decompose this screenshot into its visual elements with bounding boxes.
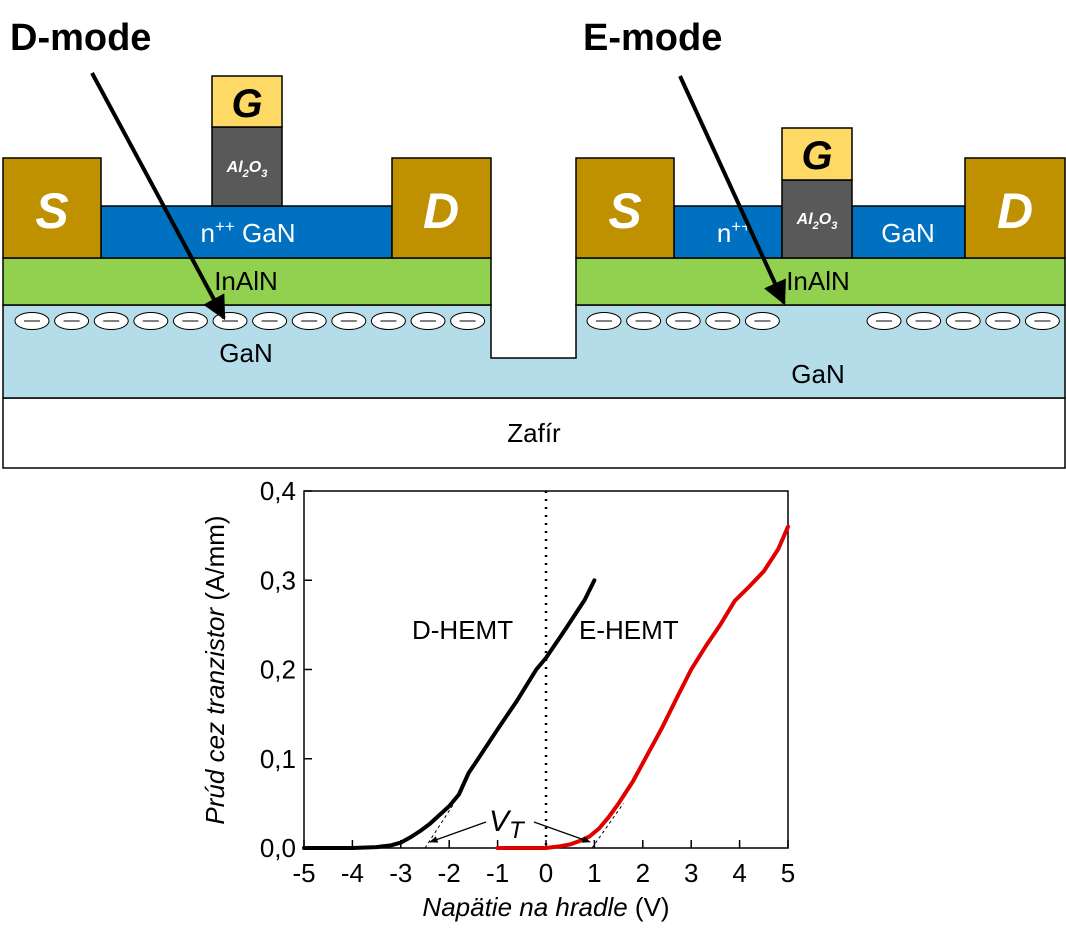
e-gate-metal bbox=[781, 127, 853, 181]
d-gate-label: G bbox=[231, 82, 262, 126]
x-tick-label: 2 bbox=[636, 858, 650, 888]
electron-icon bbox=[586, 312, 622, 330]
electron-icon bbox=[985, 312, 1021, 330]
electron-icon bbox=[866, 312, 902, 330]
e-oxide-label: Al2O3 bbox=[796, 211, 838, 232]
x-axis-title: Napätie na hradle (V) bbox=[422, 892, 669, 922]
e-hemt-curve bbox=[495, 524, 790, 850]
e-gate-label: G bbox=[801, 134, 832, 178]
e-source-contact bbox=[575, 157, 675, 259]
device-cross-section: Zafír InAlN n++ GaN S D Al2O3 G GaN InAl… bbox=[2, 17, 1066, 469]
electron-icon bbox=[252, 312, 288, 330]
e-barrier-layer bbox=[575, 257, 1066, 306]
electron-icon bbox=[54, 312, 90, 330]
x-tick-label: 4 bbox=[732, 858, 746, 888]
e-channel-label: GaN bbox=[791, 359, 844, 389]
d-mode-device: InAlN n++ GaN S D Al2O3 G GaN bbox=[2, 75, 492, 368]
e-mode-title: E-mode bbox=[583, 17, 722, 59]
y-axis-title: Prúd cez tranzistor (A/mm) bbox=[200, 515, 230, 824]
e-barrier-label: InAlN bbox=[786, 266, 850, 296]
y-tick-label: 0,4 bbox=[260, 476, 296, 506]
e-cap-left-layer bbox=[673, 205, 783, 259]
y-tick-label: 0,2 bbox=[260, 655, 296, 685]
e-drain-label: D bbox=[997, 183, 1033, 239]
d-barrier-label: InAlN bbox=[214, 266, 278, 296]
x-tick-label: -5 bbox=[292, 858, 315, 888]
electron-icon bbox=[945, 312, 981, 330]
x-tick-label: -1 bbox=[486, 858, 509, 888]
d-drain-label: D bbox=[423, 183, 459, 239]
electron-icon bbox=[172, 312, 208, 330]
electron-icon bbox=[133, 312, 169, 330]
e-source-label: S bbox=[608, 183, 641, 239]
e-mode-pointer-arrow bbox=[678, 75, 786, 306]
d-gate-oxide bbox=[211, 126, 283, 207]
x-tick-label: 5 bbox=[781, 858, 795, 888]
y-tick-label: 0,0 bbox=[260, 833, 296, 863]
substrate-label: Zafír bbox=[507, 418, 561, 448]
x-tick-label: 1 bbox=[587, 858, 601, 888]
d-source-contact bbox=[2, 157, 102, 259]
e-mode-device: InAlN n++ GaN S D Al2O3 G GaN bbox=[575, 127, 1066, 389]
x-axis-ticks: -5 -4 -3 -2 -1 0 1 2 3 4 5 bbox=[292, 840, 795, 888]
transfer-chart: 0,00,10,20,30,4 -5 -4 -3 -2 -1 0 1 2 3 4 5 D-HEMT … bbox=[200, 476, 795, 922]
e-gate-oxide bbox=[781, 179, 853, 259]
e-cap-right-label: GaN bbox=[881, 218, 934, 248]
d-mode-pointer-arrow bbox=[90, 72, 226, 321]
vt-e-arrow bbox=[533, 821, 591, 843]
electron-icon bbox=[410, 312, 446, 330]
d-drain-contact bbox=[391, 157, 492, 259]
electron-icon bbox=[93, 312, 129, 330]
e-electron-gas bbox=[586, 312, 1060, 330]
electron-icon bbox=[906, 312, 942, 330]
x-tick-label: -2 bbox=[438, 858, 461, 888]
y-tick-label: 0,1 bbox=[260, 744, 296, 774]
vt-label: VT bbox=[489, 805, 526, 844]
e-cap-right-layer bbox=[851, 205, 966, 259]
d-electron-gas bbox=[14, 312, 486, 330]
electron-icon bbox=[370, 312, 406, 330]
substrate-layer bbox=[2, 397, 1066, 469]
electron-icon bbox=[331, 312, 367, 330]
x-tick-label: -3 bbox=[389, 858, 412, 888]
d-hemt-label: D-HEMT bbox=[412, 615, 513, 645]
electron-icon bbox=[744, 312, 780, 330]
e-hemt-label: E-HEMT bbox=[579, 615, 679, 645]
d-source-label: S bbox=[35, 183, 68, 239]
electron-icon bbox=[705, 312, 741, 330]
x-tick-label: -4 bbox=[341, 858, 364, 888]
y-tick-label: 0,3 bbox=[260, 565, 296, 595]
d-barrier-layer bbox=[2, 257, 492, 306]
plot-frame bbox=[303, 490, 789, 849]
d-oxide-label: Al2O3 bbox=[226, 159, 268, 180]
electron-icon bbox=[450, 312, 486, 330]
y-axis-ticks: 0,0 0,1 0,2 0,3 0,4 bbox=[260, 476, 312, 863]
d-gate-metal bbox=[211, 75, 283, 128]
electron-icon bbox=[1024, 312, 1060, 330]
d-channel-label: GaN bbox=[219, 338, 272, 368]
electron-icon bbox=[212, 312, 248, 330]
electron-icon bbox=[14, 312, 50, 330]
d-hemt-curve bbox=[302, 578, 597, 850]
electron-icon bbox=[291, 312, 327, 330]
e-drain-contact bbox=[964, 157, 1066, 259]
x-tick-label: 3 bbox=[684, 858, 698, 888]
d-cap-label: n++ GaN bbox=[200, 217, 295, 248]
x-tick-label: 0 bbox=[539, 858, 553, 888]
electron-icon bbox=[626, 312, 662, 330]
vt-d-arrow bbox=[429, 821, 487, 843]
electron-icon bbox=[665, 312, 701, 330]
vt-e-extrapolation bbox=[591, 803, 624, 849]
d-mode-title: D-mode bbox=[10, 17, 151, 59]
